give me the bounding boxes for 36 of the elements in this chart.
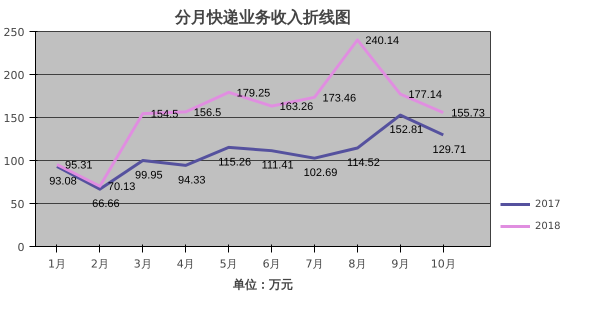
data-label: 155.73 bbox=[451, 108, 485, 120]
x-tick-label: 9月 bbox=[391, 258, 410, 270]
data-label: 129.71 bbox=[432, 144, 466, 156]
y-tick-label: 150 bbox=[4, 112, 25, 125]
x-tick-label: 3月 bbox=[134, 258, 152, 270]
data-label: 94.33 bbox=[178, 174, 206, 186]
x-tick-label: 6月 bbox=[262, 258, 281, 270]
data-label: 70.13 bbox=[108, 181, 136, 194]
y-tick-label: 200 bbox=[4, 69, 25, 82]
data-label: 163.26 bbox=[280, 101, 314, 114]
data-label: 95.31 bbox=[64, 160, 92, 172]
x-tick-label: 4月 bbox=[176, 258, 195, 270]
data-label: 93.08 bbox=[49, 175, 77, 188]
data-label: 156.5 bbox=[194, 106, 222, 119]
data-label: 179.25 bbox=[236, 87, 270, 100]
data-label: 99.95 bbox=[135, 170, 163, 182]
data-label: 177.14 bbox=[408, 89, 442, 102]
x-axis-title: 单位：万元 bbox=[232, 278, 293, 292]
data-label: 240.14 bbox=[365, 34, 400, 47]
y-tick-label: 0 bbox=[18, 241, 24, 254]
data-label: 152.81 bbox=[390, 124, 424, 136]
y-tick-label: 50 bbox=[10, 198, 25, 211]
chart-title: 分月快递业务收入折线图 bbox=[174, 8, 351, 26]
x-tick-label: 1月 bbox=[48, 258, 66, 270]
legend-label: 2017 bbox=[535, 198, 560, 210]
x-tick-label: 8月 bbox=[348, 258, 366, 270]
x-tick-label: 2月 bbox=[90, 258, 109, 270]
data-label: 173.46 bbox=[322, 92, 356, 104]
x-tick-label: 5月 bbox=[220, 258, 238, 270]
data-label: 111.41 bbox=[262, 160, 294, 172]
legend-label: 2018 bbox=[535, 220, 560, 232]
y-tick-label: 100 bbox=[4, 155, 25, 168]
x-tick-label: 10月 bbox=[430, 258, 456, 270]
data-label: 102.69 bbox=[304, 167, 338, 180]
x-tick-label: 7月 bbox=[306, 258, 324, 270]
y-tick-label: 250 bbox=[4, 26, 25, 39]
